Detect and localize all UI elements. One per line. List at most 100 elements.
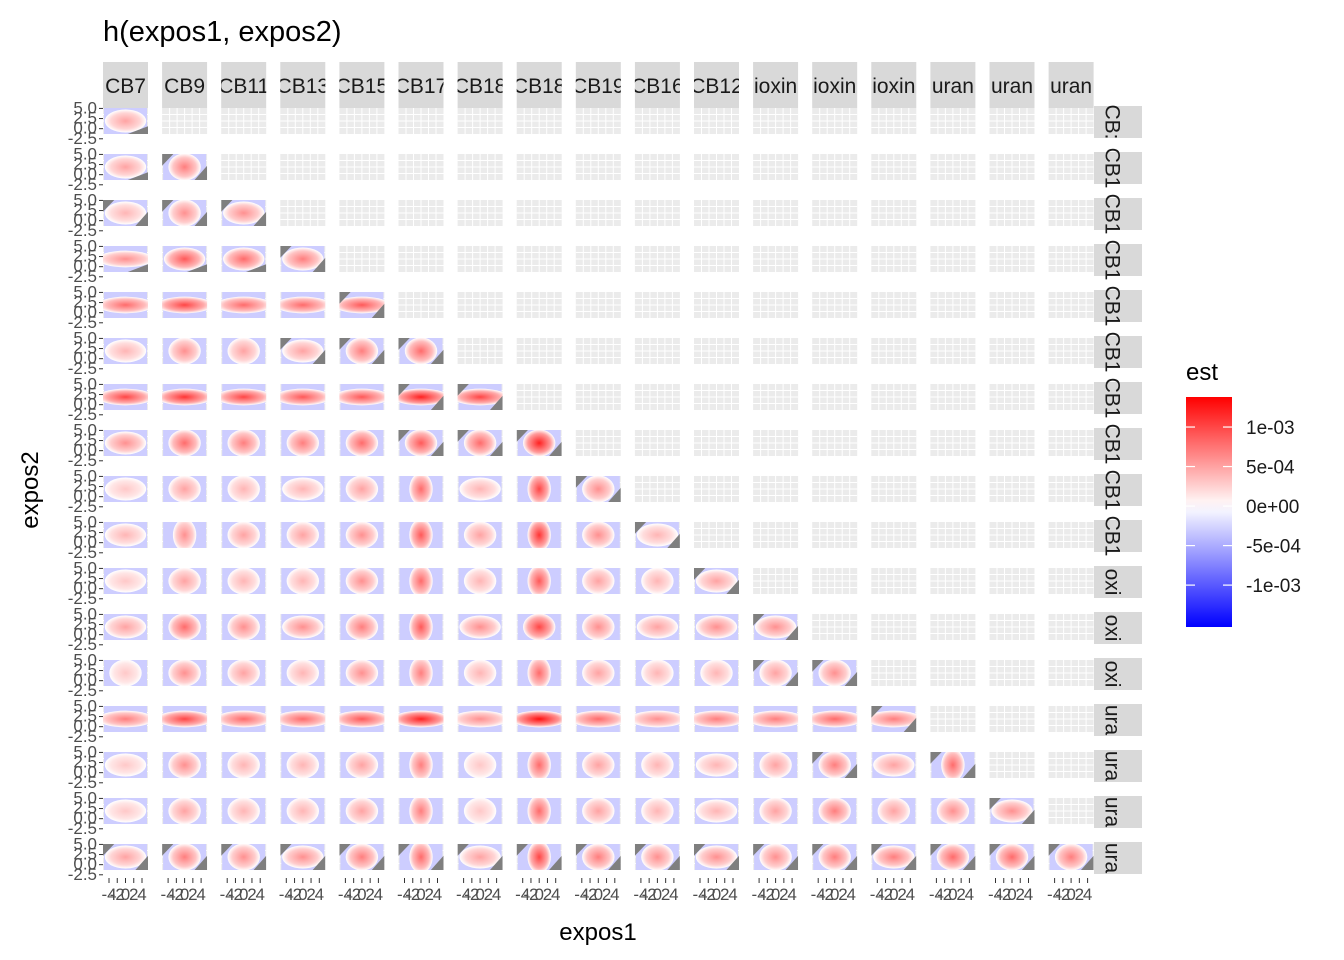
- y-tick-label: 5.0: [73, 144, 97, 163]
- legend-colorbar: [1186, 397, 1232, 627]
- na-region: [490, 855, 503, 870]
- heat-blob: [345, 844, 379, 870]
- heat-panel: [280, 292, 326, 318]
- heat-blob: [221, 710, 267, 728]
- heat-blob: [339, 388, 385, 406]
- row-strip-label: CB1: [1100, 240, 1123, 281]
- na-region: [667, 533, 680, 548]
- row-strip-bg: [1094, 750, 1142, 782]
- na-region: [398, 338, 410, 350]
- na-region: [221, 844, 233, 856]
- na-region: [903, 855, 917, 870]
- na-region: [194, 211, 208, 226]
- heat-panel: [458, 614, 502, 640]
- y-tick-label: 0.0: [73, 211, 97, 230]
- heat-blob: [227, 660, 260, 686]
- col-strip-label: CB11: [218, 75, 269, 98]
- x-tick-label: -2: [110, 885, 125, 904]
- x-tick-label: 0: [712, 885, 721, 904]
- y-tick-label: 5.0: [73, 696, 97, 715]
- col-strip-label: ioxin: [754, 75, 797, 98]
- y-tick-label: 0.0: [73, 165, 97, 184]
- heat-panel: [754, 752, 798, 778]
- y-tick-label: -2.5: [68, 497, 97, 516]
- na-region: [457, 844, 469, 856]
- x-tick-label: 0: [180, 885, 189, 904]
- heat-panel: [634, 706, 680, 732]
- heat-panel: [163, 338, 207, 364]
- heat-panel: [221, 200, 267, 226]
- heat-panel: [635, 798, 679, 824]
- x-tick-label: 0: [121, 885, 130, 904]
- na-region: [127, 126, 148, 134]
- y-tick-label: -2.5: [68, 543, 97, 562]
- row-strip-label: CB1: [1100, 148, 1123, 189]
- heat-blob: [104, 523, 147, 547]
- row-strip-label: ura: [1100, 751, 1123, 782]
- x-tick-label: -2: [760, 885, 775, 904]
- x-tick-label: -2: [169, 885, 184, 904]
- y-tick-label: 5.0: [73, 236, 97, 255]
- heat-panel: [103, 844, 148, 870]
- heat-panel: [694, 844, 739, 870]
- y-tick-label: 0.0: [73, 257, 97, 276]
- heat-blob: [168, 476, 201, 502]
- heat-panel: [163, 568, 207, 594]
- x-tick-label: -4: [456, 885, 471, 904]
- heat-blob: [695, 753, 738, 777]
- x-tick-label: -2: [996, 885, 1011, 904]
- heat-panel: [634, 522, 680, 548]
- na-region: [135, 855, 148, 870]
- heat-panel: [163, 614, 207, 640]
- y-tick-label: 5.0: [73, 834, 97, 853]
- y-tick-label: 2.5: [73, 385, 97, 404]
- row-strip-bg: [1094, 658, 1142, 690]
- heat-panel: [103, 706, 148, 732]
- heat-blob: [104, 569, 147, 593]
- x-tick-label: -4: [633, 885, 648, 904]
- na-region: [430, 349, 444, 364]
- y-tick-label: -2.5: [68, 405, 97, 424]
- heat-panel: [1048, 844, 1094, 870]
- y-tick-label: 2.5: [73, 523, 97, 542]
- x-tick-label: 0: [948, 885, 957, 904]
- x-tick-label: -4: [338, 885, 353, 904]
- na-region: [103, 844, 115, 856]
- na-region: [753, 844, 765, 856]
- heat-blob: [404, 430, 438, 456]
- heat-panel: [280, 384, 326, 410]
- y-tick-label: 2.5: [73, 845, 97, 864]
- na-region: [245, 264, 267, 272]
- heat-panel: [517, 522, 561, 548]
- heat-blob: [463, 798, 497, 824]
- na-region: [812, 660, 824, 672]
- x-tick-label: 2: [306, 885, 315, 904]
- row-strip-bg: [1094, 612, 1142, 644]
- heat-blob: [103, 388, 148, 406]
- row-strip-bg: [1094, 428, 1142, 460]
- col-strip-label: CB17: [395, 75, 448, 98]
- na-region: [634, 522, 647, 534]
- x-tick-label: 4: [965, 885, 974, 904]
- y-tick-label: 2.5: [73, 109, 97, 128]
- heat-blob: [227, 568, 260, 594]
- x-tick-label: -4: [929, 885, 944, 904]
- heat-blob: [221, 388, 267, 406]
- heat-blob: [168, 338, 201, 364]
- x-tick-label: -4: [811, 885, 826, 904]
- x-tick-label: 0: [239, 885, 248, 904]
- heat-panel: [222, 338, 266, 364]
- heat-panel: [812, 844, 858, 870]
- heat-panel: [103, 384, 148, 410]
- heat-panel: [399, 568, 443, 594]
- y-tick-label: 2.5: [73, 799, 97, 818]
- legend-label: 1e-03: [1246, 418, 1295, 439]
- heat-blob: [818, 798, 851, 824]
- heat-blob: [459, 615, 501, 639]
- legend: est 1e-03 5e-04 0e+00 -5e-04 -1e-03: [1186, 359, 1301, 627]
- heat-blob: [104, 753, 147, 777]
- heat-blob: [818, 752, 851, 778]
- na-region: [162, 154, 174, 166]
- na-region: [194, 855, 208, 870]
- x-tick-label: 0: [534, 885, 543, 904]
